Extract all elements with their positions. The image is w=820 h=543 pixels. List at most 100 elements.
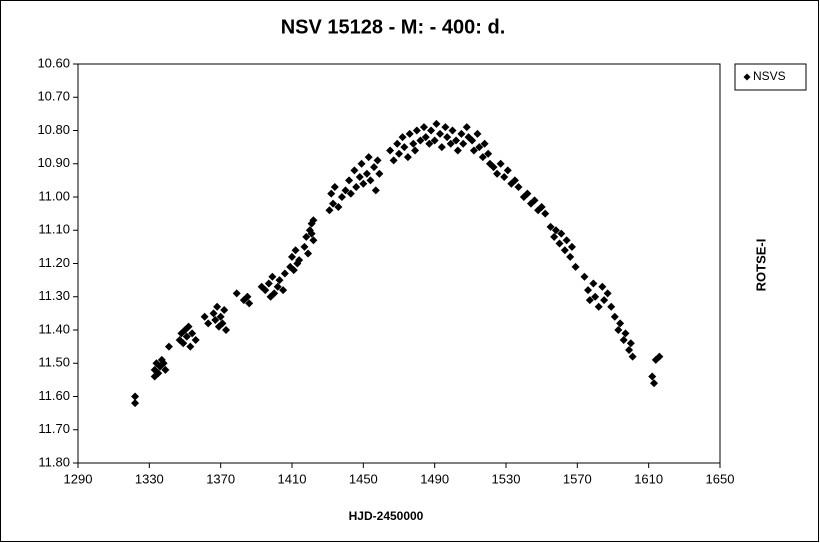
data-point <box>489 163 498 172</box>
data-point <box>493 169 502 178</box>
data-point <box>352 183 361 192</box>
data-point <box>514 183 523 192</box>
data-point <box>327 189 336 198</box>
data-point <box>566 252 575 261</box>
data-point <box>218 319 227 328</box>
y-tick-label: 10.60 <box>37 55 70 70</box>
data-point <box>557 229 566 238</box>
data-point <box>261 286 270 295</box>
data-point <box>600 296 609 305</box>
y-tick-label: 11.30 <box>38 288 70 303</box>
data-point <box>625 345 634 354</box>
data-point <box>371 186 380 195</box>
data-point <box>441 123 450 132</box>
data-point <box>416 136 425 145</box>
data-point <box>300 242 309 251</box>
data-point <box>355 173 364 182</box>
data-point <box>405 129 414 138</box>
data-point <box>443 133 452 142</box>
data-point <box>164 342 173 351</box>
data-point <box>480 139 489 148</box>
data-point <box>154 369 163 378</box>
data-point <box>403 153 412 162</box>
data-point <box>188 329 197 338</box>
legend-marker <box>743 73 751 81</box>
data-point <box>370 163 379 172</box>
data-point <box>362 169 371 178</box>
x-tick-label: 1370 <box>206 471 235 486</box>
data-point <box>432 119 441 128</box>
data-point <box>530 196 539 205</box>
x-tick-label: 1650 <box>706 471 735 486</box>
data-point <box>191 335 200 344</box>
data-point <box>275 276 284 285</box>
data-point <box>209 309 218 318</box>
data-point <box>430 136 439 145</box>
x-tick-label: 1450 <box>349 471 378 486</box>
data-point <box>386 146 395 155</box>
y-tick-label: 11.50 <box>38 355 70 370</box>
data-point <box>607 302 616 311</box>
data-point <box>621 329 630 338</box>
data-point <box>537 202 546 211</box>
y-tick-label: 11.80 <box>38 454 70 469</box>
data-point <box>560 246 569 255</box>
data-point <box>650 379 659 388</box>
data-point <box>131 399 140 408</box>
y-tick-label: 11.40 <box>38 321 70 336</box>
data-point <box>289 266 298 275</box>
data-point <box>334 202 343 211</box>
data-point <box>614 326 623 334</box>
data-point <box>541 209 550 218</box>
data-point <box>359 179 368 188</box>
data-point <box>610 312 619 321</box>
data-point <box>409 139 418 148</box>
data-point <box>655 352 664 361</box>
chart-title: NSV 15128 - M: - 400: d. <box>281 16 506 38</box>
data-point <box>307 229 316 238</box>
y-tick-label: 11.70 <box>38 421 70 436</box>
data-point <box>446 139 455 148</box>
data-point <box>421 133 430 142</box>
y-tick-label: 11.00 <box>38 188 70 203</box>
y-tick-label: 11.10 <box>38 222 70 237</box>
data-point <box>211 316 220 325</box>
data-point <box>389 156 398 165</box>
data-point <box>288 252 296 261</box>
x-tick-label: 1290 <box>64 471 93 486</box>
x-axis-label: HJD-2450000 <box>349 509 424 523</box>
data-point <box>393 139 402 148</box>
data-point <box>585 296 594 305</box>
data-point <box>346 189 355 198</box>
data-point <box>304 249 313 258</box>
data-point <box>264 279 273 288</box>
data-point <box>243 292 252 301</box>
data-point <box>270 289 279 298</box>
data-point <box>179 339 188 348</box>
data-point <box>436 129 445 138</box>
data-point <box>550 232 559 241</box>
data-point <box>500 173 509 182</box>
data-point <box>216 312 225 321</box>
data-point <box>555 239 564 248</box>
x-tick-label: 1570 <box>563 471 592 486</box>
data-point <box>427 126 436 135</box>
x-tick-label: 1330 <box>135 471 164 486</box>
data-point <box>452 136 461 145</box>
data-point <box>510 176 519 185</box>
data-point <box>473 129 482 138</box>
data-point <box>453 146 462 155</box>
data-point <box>462 123 471 132</box>
data-point <box>448 126 457 135</box>
data-point <box>546 222 555 231</box>
y-tick-label: 10.70 <box>37 89 70 104</box>
x-tick-label: 1610 <box>634 471 663 486</box>
data-point <box>245 299 254 308</box>
data-point <box>484 149 493 158</box>
data-point <box>291 246 300 255</box>
data-point <box>603 289 612 298</box>
data-point <box>345 176 354 185</box>
data-point <box>131 392 140 401</box>
